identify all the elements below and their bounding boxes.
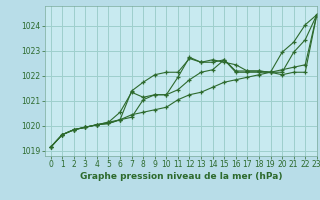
X-axis label: Graphe pression niveau de la mer (hPa): Graphe pression niveau de la mer (hPa) [80, 172, 282, 181]
